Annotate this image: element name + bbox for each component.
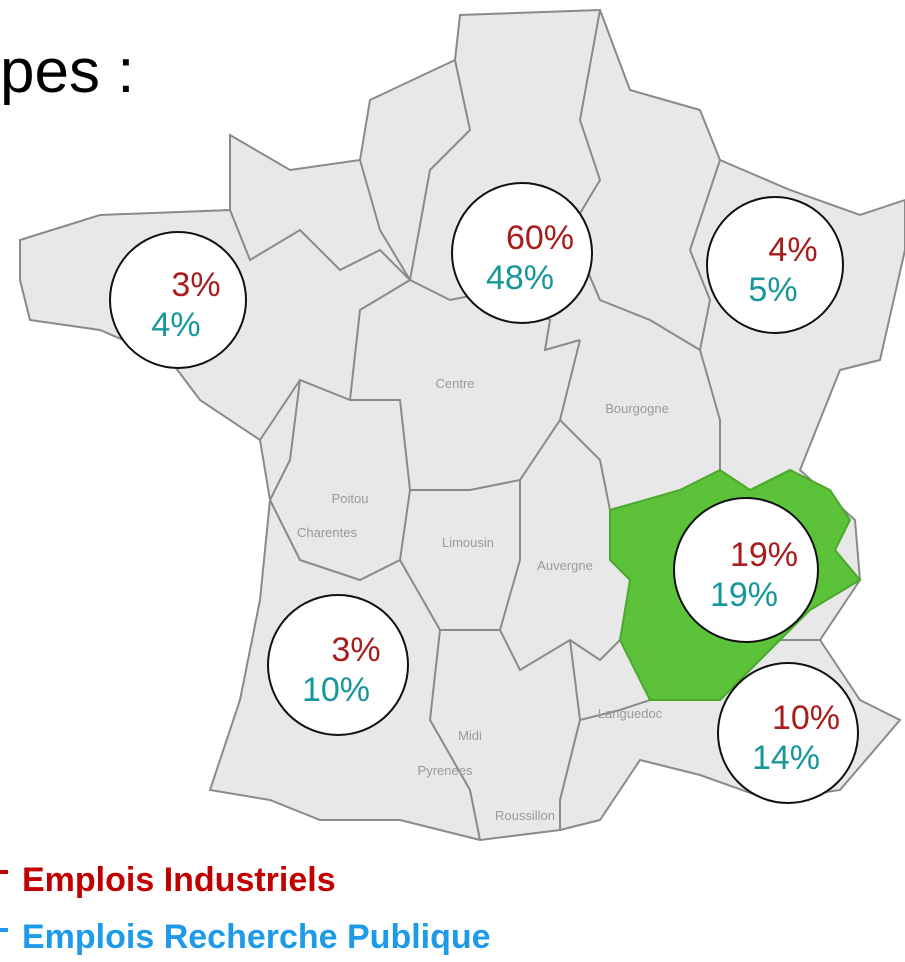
title: pes : [0, 37, 134, 106]
region-borders [229, 9, 820, 841]
research-share: 5% [748, 271, 797, 309]
research-share: 10% [302, 671, 370, 709]
region-label: Roussillon [495, 808, 555, 823]
research-share: 19% [710, 576, 778, 614]
research-share: 4% [151, 306, 200, 344]
industry-share: 3% [331, 631, 380, 669]
region-label: Poitou [332, 491, 369, 506]
region-label: Centre [435, 376, 474, 391]
region-label: Auvergne [537, 558, 593, 573]
industry-share: 19% [730, 536, 798, 574]
legend-label: Emplois Recherche Publique [22, 918, 491, 956]
region-label: Charentes [297, 525, 357, 540]
region-label: Languedoc [598, 706, 663, 721]
region-circle [706, 196, 844, 334]
region-circle [673, 497, 819, 643]
region-label: Pyrenees [418, 763, 473, 778]
legend-label: Emplois Industriels [22, 861, 336, 899]
research-share: 48% [486, 259, 554, 297]
research-share: 14% [752, 739, 820, 777]
region-circle [451, 182, 593, 324]
legend-dash [0, 928, 8, 932]
industry-share: 60% [506, 219, 574, 257]
france-map [19, 8, 905, 842]
industry-share: 10% [772, 699, 840, 737]
legend-dash [0, 870, 8, 874]
industry-share: 3% [171, 266, 220, 304]
industry-share: 4% [768, 231, 817, 269]
region-label: Midi [458, 728, 482, 743]
region-circle [717, 662, 859, 804]
region-label: Limousin [442, 535, 494, 550]
region-circle [267, 594, 409, 736]
region-circle [109, 231, 247, 369]
region-label: Bourgogne [605, 401, 669, 416]
